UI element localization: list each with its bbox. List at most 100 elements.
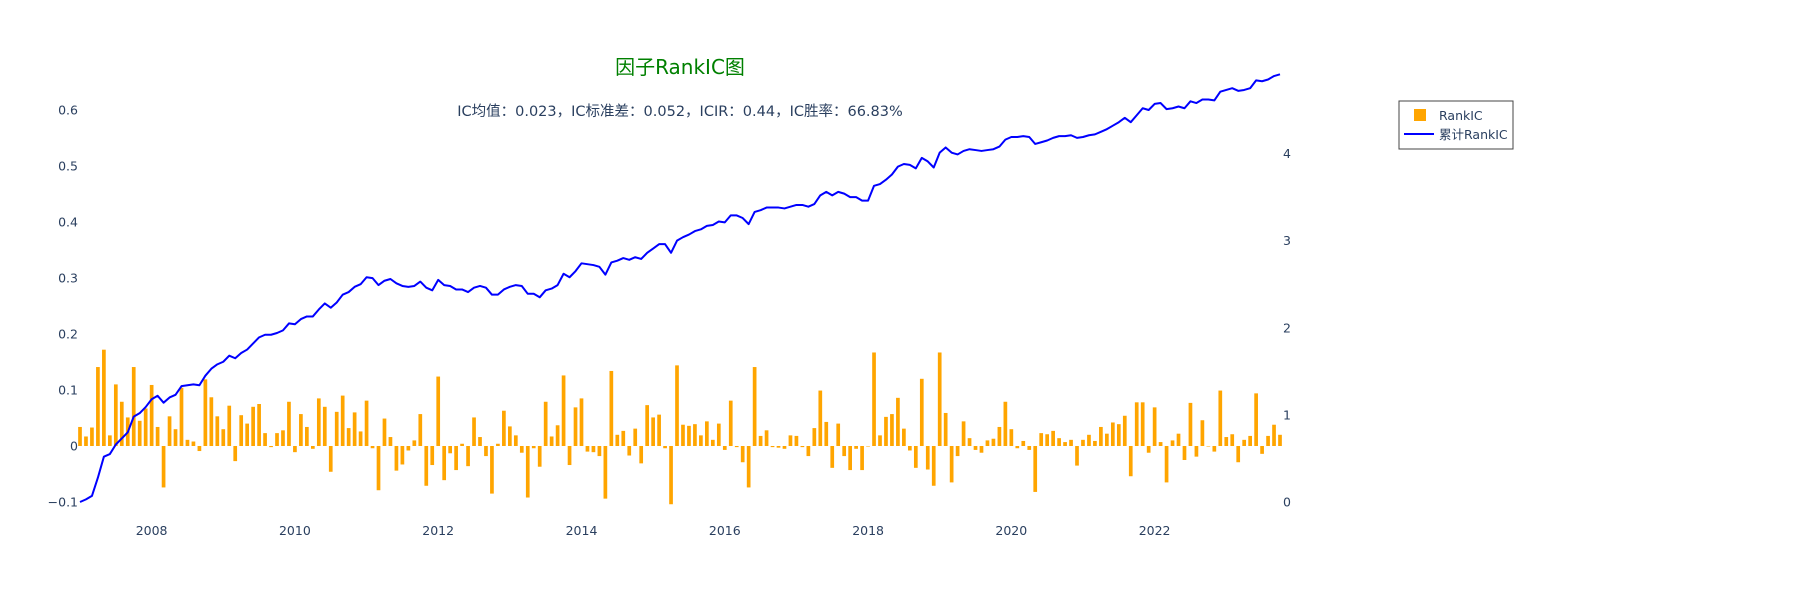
rankic-bar	[496, 443, 500, 446]
rankic-bar	[185, 439, 190, 446]
rankic-bar	[687, 425, 691, 446]
rankic-bar	[221, 429, 226, 446]
left-y-tick-label: 0.5	[58, 159, 78, 174]
rankic-bar	[346, 428, 351, 446]
rankic-bar	[979, 446, 984, 453]
rankic-bar	[806, 446, 811, 457]
legend-cumulative-label: 累计RankIC	[1439, 127, 1508, 142]
rankic-bar	[269, 446, 273, 448]
rankic-bar	[830, 446, 835, 468]
rankic-bar	[310, 446, 315, 449]
rankic-bar	[734, 446, 739, 448]
rankic-bar	[281, 430, 285, 446]
rankic-bar	[776, 446, 781, 448]
rankic-bar	[752, 367, 757, 446]
rankic-bar	[549, 436, 554, 446]
x-tick-label: 2012	[422, 523, 454, 538]
rankic-bar	[478, 437, 482, 446]
rankic-bar	[143, 408, 148, 446]
rankic-bar	[937, 352, 942, 446]
rankic-bar	[1206, 446, 1211, 447]
rankic-bar	[1069, 439, 1073, 446]
rankic-bar	[406, 446, 411, 451]
rankic-bar	[866, 446, 870, 447]
rankic-bar	[1122, 415, 1127, 446]
rankic-bar	[579, 398, 584, 446]
right-y-tick-label: 1	[1283, 407, 1291, 422]
rankic-bar	[78, 426, 82, 446]
rankic-bar	[1128, 446, 1133, 477]
rankic-bar	[382, 418, 387, 446]
rankic-bar	[824, 421, 829, 446]
rankic-bar	[1200, 420, 1205, 446]
rankic-bar	[352, 412, 357, 446]
rankic-bar	[848, 446, 852, 471]
rankic-bar	[1057, 438, 1061, 446]
rankic-bar	[508, 426, 512, 446]
rankic-bar	[119, 401, 124, 446]
rankic-bar	[370, 446, 375, 449]
rankic-bar	[728, 400, 733, 446]
rankic-bar	[1146, 446, 1151, 453]
rankic-bar	[609, 370, 614, 446]
rankic-bar	[448, 446, 452, 454]
rankic-bar	[305, 426, 309, 446]
x-axis-ticks: 2008 2010 2012 2014 2016 2018 2020 2022	[136, 523, 1171, 538]
rankic-bar	[872, 352, 876, 446]
rankic-bar	[1254, 393, 1258, 446]
rankic-bar	[334, 411, 339, 446]
rankic-bar	[710, 439, 715, 446]
rankic-bar	[1105, 433, 1109, 446]
rankic-bar	[1140, 402, 1145, 446]
rankic-bar	[275, 433, 279, 446]
rankic-bar	[1116, 424, 1121, 446]
rankic-bar	[621, 430, 626, 446]
rankic-bar	[1176, 433, 1181, 446]
rankic-bar	[113, 384, 118, 446]
rankic-bar	[681, 424, 685, 446]
rankic-bar	[585, 446, 590, 452]
rankic-bar	[949, 446, 954, 483]
rankic-bar	[597, 446, 602, 457]
rankic-bar	[96, 367, 100, 446]
rankic-bar	[758, 435, 763, 446]
rankic-bar	[573, 407, 578, 446]
rankic-bar	[1051, 430, 1055, 446]
rankic-bar	[1075, 446, 1079, 466]
rankic-bar	[179, 387, 184, 446]
rankic-bar	[836, 423, 841, 446]
rankic-bar	[740, 446, 745, 463]
rankic-bar	[543, 401, 548, 446]
rankic-bar	[925, 446, 930, 470]
rankic-bar	[287, 401, 291, 446]
rankic-bar	[1272, 424, 1276, 446]
right-y-tick-label: 2	[1283, 320, 1291, 335]
rankic-bar	[955, 446, 960, 457]
rankic-bar	[233, 446, 238, 462]
rankic-bar	[603, 446, 608, 499]
rankic-bar	[525, 446, 530, 498]
rankic-bar	[997, 426, 1002, 446]
legend: RankIC 累计RankIC	[1398, 100, 1514, 150]
chart-subtitle: IC均值：0.023，IC标准差：0.052，ICIR：0.44，IC胜率：66…	[457, 103, 903, 120]
rankic-bar	[257, 404, 261, 446]
left-y-tick-label: 0.2	[58, 327, 78, 342]
rankic-bar	[716, 423, 721, 446]
rankic-bar	[669, 446, 673, 505]
rankic-bar	[1230, 434, 1235, 446]
rankic-bar	[245, 423, 250, 446]
rankic-bar	[967, 438, 972, 446]
rankic-bar	[1182, 446, 1187, 460]
x-tick-label: 2008	[136, 523, 168, 538]
rankic-bar	[1033, 446, 1038, 492]
rankic-bar	[896, 397, 900, 446]
rankic-bar	[591, 446, 596, 453]
rankic-bar	[1087, 434, 1091, 446]
rankic-bar	[1278, 434, 1282, 446]
rankic-bar	[1021, 440, 1026, 446]
rankic-bar	[502, 410, 506, 446]
rankic-bar	[1242, 439, 1247, 446]
rankic-bar	[424, 446, 429, 486]
rankic-bar	[908, 446, 912, 451]
x-tick-label: 2022	[1139, 523, 1171, 538]
